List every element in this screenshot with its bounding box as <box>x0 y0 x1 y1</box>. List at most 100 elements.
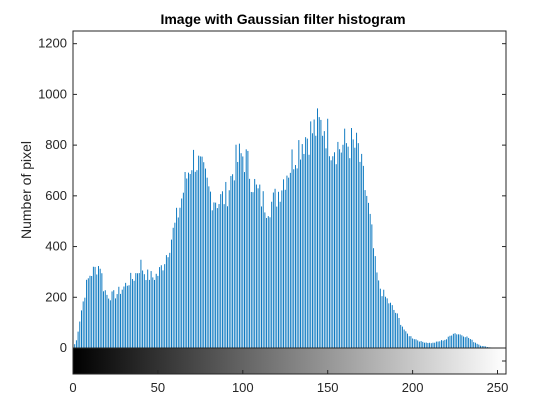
histogram-bar <box>186 178 188 348</box>
histogram-bar <box>308 154 310 348</box>
histogram-bar <box>289 172 291 348</box>
histogram-bar <box>77 331 79 348</box>
histogram-bar <box>167 257 169 348</box>
y-tick-label: 800 <box>45 137 67 152</box>
histogram-bar <box>390 302 391 348</box>
histogram-bar <box>446 339 448 348</box>
histogram-bar <box>430 343 432 348</box>
histogram-bar <box>215 202 217 348</box>
histogram-bar <box>264 212 266 348</box>
histogram-bar <box>111 291 113 348</box>
histogram-bar <box>210 191 212 348</box>
histogram-bar <box>383 289 385 348</box>
histogram-bar <box>296 168 298 348</box>
histogram-bar <box>478 344 480 348</box>
y-tick-label: 1200 <box>38 36 67 51</box>
colorbar-fill <box>73 348 506 374</box>
histogram-bar <box>311 133 313 348</box>
histogram-bar <box>366 195 368 348</box>
histogram-bar <box>233 180 235 348</box>
histogram-bar <box>486 346 488 348</box>
histogram-bar <box>245 149 247 348</box>
histogram-bar <box>203 162 205 348</box>
histogram-bar <box>330 160 332 348</box>
histogram-bar <box>267 216 269 348</box>
histogram-bar <box>476 343 478 348</box>
histogram-bar <box>259 184 261 348</box>
histogram-bar <box>108 298 110 348</box>
histogram-bar <box>339 149 341 348</box>
histogram-bar <box>230 176 232 348</box>
histogram-bar <box>294 165 296 348</box>
histogram-bar <box>432 342 434 348</box>
x-tick-label: 200 <box>402 380 424 395</box>
histogram-bar <box>255 184 257 348</box>
histogram-bar <box>425 342 427 348</box>
histogram-bar <box>75 340 77 348</box>
histogram-bar <box>376 272 378 348</box>
histogram-bar <box>466 336 468 348</box>
histogram-bar <box>147 269 149 348</box>
histogram-bar <box>103 291 105 348</box>
histogram-bar <box>94 266 96 348</box>
histogram-bar <box>126 285 128 348</box>
histogram-bar <box>138 273 140 348</box>
histogram-bar <box>238 143 240 348</box>
histogram-bar <box>86 279 88 348</box>
histogram-bar <box>456 334 458 348</box>
histogram-bar <box>179 207 181 348</box>
histogram-bar <box>123 286 125 348</box>
histogram-bar <box>483 346 485 348</box>
histogram-bar <box>130 272 132 348</box>
histogram-bar <box>342 144 344 348</box>
histogram-bar <box>451 335 453 348</box>
histogram-bar <box>261 206 262 348</box>
histogram-bar <box>194 171 196 348</box>
histogram-bar <box>347 146 349 348</box>
histogram-bar <box>310 121 312 348</box>
histogram-bar <box>313 119 315 349</box>
histogram-bar <box>181 198 183 348</box>
histogram-bar <box>145 280 147 348</box>
x-tick-label: 0 <box>69 380 76 395</box>
histogram-bar <box>160 265 162 348</box>
histogram-bar <box>125 282 127 348</box>
histogram-bar <box>471 339 473 348</box>
histogram-bar <box>288 177 290 348</box>
histogram-bar <box>351 128 352 348</box>
histogram-bar <box>242 156 244 348</box>
histogram-bar <box>364 190 366 348</box>
histogram-bar <box>323 131 325 348</box>
histogram-bar <box>142 270 144 348</box>
histogram-bar <box>420 341 422 348</box>
histogram-bar <box>206 177 208 348</box>
histogram-bar <box>184 172 186 348</box>
histogram-bar <box>447 336 449 348</box>
histogram-bar <box>396 313 398 348</box>
histogram-bar <box>357 143 359 348</box>
histogram-bar <box>441 340 442 348</box>
histogram-bar <box>148 279 150 348</box>
histogram-bar <box>165 255 167 348</box>
histogram-bar <box>367 202 369 348</box>
histogram-bar <box>315 135 317 348</box>
histogram-bar <box>169 252 171 348</box>
histogram-bar <box>340 152 342 348</box>
histogram-bar <box>305 137 307 348</box>
histogram-bar <box>459 334 461 348</box>
histogram-bar <box>474 342 476 348</box>
histogram-bar <box>140 259 142 348</box>
histogram-bar <box>327 118 329 349</box>
histogram-bar <box>395 312 397 348</box>
histogram-bar <box>306 138 308 348</box>
histogram-bar <box>81 310 82 348</box>
histogram-bar <box>106 294 108 348</box>
histogram-bar <box>177 217 179 348</box>
histogram-bar <box>464 337 466 348</box>
histogram-bar <box>143 274 145 348</box>
histogram-bar <box>388 303 390 348</box>
histogram-bar <box>208 186 210 348</box>
histogram-bar <box>278 191 279 348</box>
histogram-bar <box>468 337 470 348</box>
histogram-bar <box>191 170 193 348</box>
